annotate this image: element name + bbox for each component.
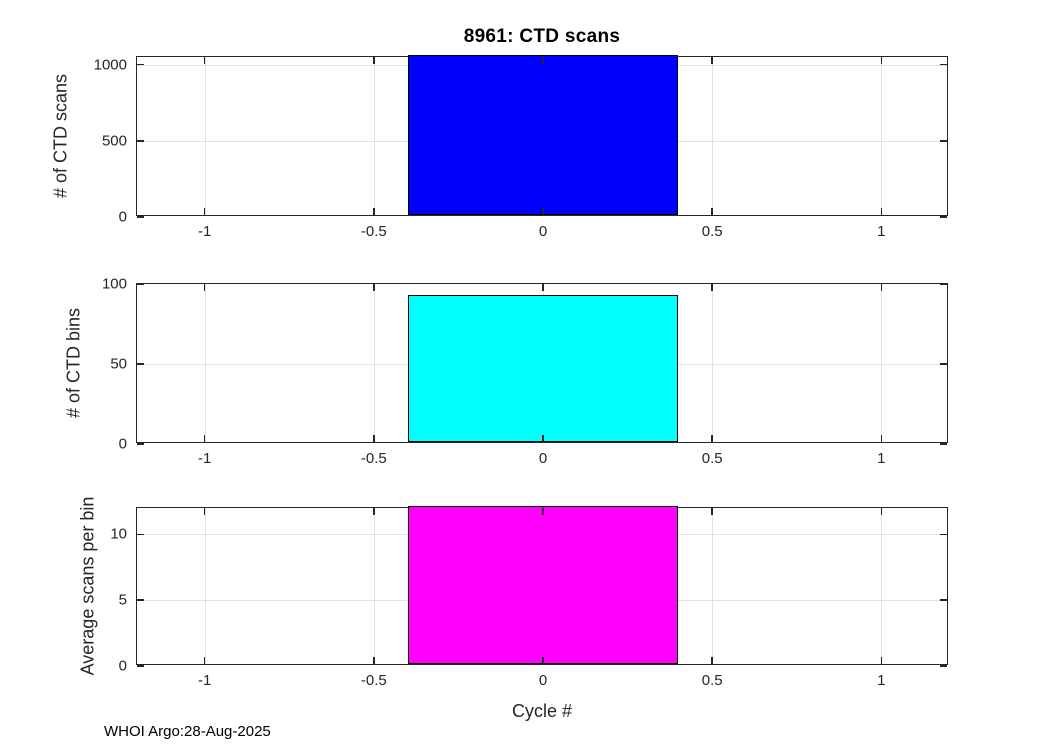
x-tickmark (542, 208, 544, 215)
y-tick-label: 500 (101, 132, 127, 150)
x-tickmark (711, 657, 713, 664)
x-tickmark (880, 435, 883, 442)
x-tickmark (711, 435, 713, 442)
y-tick-label: 5 (118, 591, 127, 609)
x-tickmark (542, 508, 544, 515)
bar-top (407, 55, 679, 215)
x-tick-label: 0 (538, 223, 548, 240)
y-tickmark (940, 533, 947, 536)
x-tickmark (373, 208, 375, 215)
x-tickmark (203, 284, 206, 291)
x-tick-label: -1 (197, 450, 212, 467)
chart-title: 8961: CTD scans (463, 26, 621, 47)
y-tickmark (940, 216, 947, 218)
v-gridline (373, 284, 375, 442)
x-tickmark (542, 435, 544, 442)
x-tick-label: 0.5 (701, 223, 723, 240)
x-tickmark (711, 508, 713, 515)
y-tickmark (137, 283, 144, 285)
x-tick-label: 0.5 (701, 450, 723, 467)
x-tick-label: -1 (197, 223, 212, 240)
y-tickmark (137, 140, 144, 142)
x-tickmark (373, 284, 375, 291)
x-tickmark (203, 508, 206, 515)
x-tick-label: 0.5 (701, 672, 723, 689)
x-tickmark (203, 657, 206, 664)
y-tick-label: 100 (101, 275, 127, 293)
x-tickmark (203, 208, 206, 215)
x-tickmark (542, 284, 544, 291)
x-tickmark (880, 508, 883, 515)
y-tick-label: 10 (110, 525, 127, 543)
x-tick-label: 0 (538, 450, 548, 467)
x-tickmark (373, 508, 375, 515)
v-gridline (204, 508, 206, 664)
x-tickmark (880, 657, 883, 664)
v-gridline (373, 57, 375, 215)
x-tickmark (203, 57, 206, 64)
plot-axes-bottom: -1 -0.5 0 0.5 1 0 5 10 (110, 506, 948, 689)
v-gridline (204, 57, 206, 215)
y-tickmark (940, 140, 947, 142)
x-tickmark (542, 57, 544, 64)
x-tick-label: 1 (877, 672, 886, 689)
y-tick-label: 0 (118, 657, 127, 675)
y-tickmark (940, 363, 947, 365)
v-gridline (881, 284, 883, 442)
v-gridline (881, 508, 883, 664)
plot-axes-top: -1 -0.5 0 0.5 1 0 500 1000 (94, 55, 948, 240)
x-tickmark (542, 657, 544, 664)
y-axis-label-middle: # of CTD bins (63, 307, 84, 419)
x-tickmark (880, 208, 883, 215)
x-tick-label: -0.5 (360, 223, 387, 240)
y-tickmark (137, 599, 144, 601)
y-tickmark (137, 363, 144, 365)
x-tickmark (203, 435, 206, 442)
x-tick-label: -0.5 (360, 672, 387, 689)
x-tickmark (880, 57, 883, 64)
y-tick-label: 0 (118, 435, 127, 453)
v-gridline (712, 508, 714, 664)
y-tick-label: 50 (110, 355, 127, 373)
v-gridline (204, 284, 206, 442)
x-tick-label: -0.5 (360, 450, 387, 467)
plot-axes-middle: -1 -0.5 0 0.5 1 0 50 100 (102, 276, 948, 467)
y-tickmark (940, 665, 947, 667)
x-tick-label: 0 (538, 672, 548, 689)
x-tick-label: 1 (877, 450, 886, 467)
x-tickmark (373, 57, 375, 64)
y-axis-label-top: # of CTD scans (50, 73, 71, 199)
y-tickmark (137, 443, 144, 445)
v-gridline (712, 284, 714, 442)
bar-middle (407, 294, 679, 442)
y-tick-label: 0 (118, 208, 127, 226)
y-axis-label-bottom: Average scans per bin (77, 496, 98, 676)
x-tick-label: 1 (877, 223, 886, 240)
x-tickmark (880, 284, 883, 291)
y-tickmark (137, 665, 144, 667)
y-tickmark (940, 443, 947, 445)
x-tick-label: -1 (197, 672, 212, 689)
v-gridline (373, 508, 375, 664)
y-tickmark (137, 216, 144, 218)
footer-text: WHOI Argo:28-Aug-2025 (104, 723, 271, 740)
x-tickmark (711, 57, 713, 64)
x-tickmark (711, 208, 713, 215)
y-tickmark (940, 63, 947, 66)
y-tickmark (137, 63, 144, 66)
y-tick-label: 1000 (93, 56, 127, 74)
y-tickmark (940, 599, 947, 601)
v-gridline (881, 57, 883, 215)
x-tickmark (711, 284, 713, 291)
y-tickmark (137, 533, 144, 536)
y-tickmark (940, 283, 947, 285)
x-tickmark (373, 657, 375, 664)
bar-bottom (407, 506, 679, 664)
x-tickmark (373, 435, 375, 442)
v-gridline (712, 57, 714, 215)
x-axis-label: Cycle # (511, 701, 573, 721)
